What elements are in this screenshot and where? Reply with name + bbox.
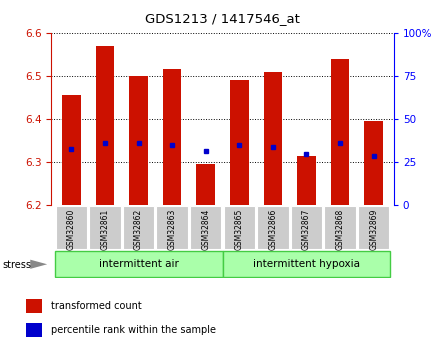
Bar [26, 323, 42, 337]
Text: GSM32866: GSM32866 [268, 208, 277, 250]
Text: GSM32860: GSM32860 [67, 208, 76, 250]
FancyBboxPatch shape [89, 206, 121, 249]
Text: transformed count: transformed count [51, 301, 142, 311]
FancyBboxPatch shape [190, 206, 222, 249]
Text: intermittent hypoxia: intermittent hypoxia [253, 259, 360, 269]
Text: GSM32867: GSM32867 [302, 208, 311, 250]
Text: GSM32863: GSM32863 [168, 208, 177, 250]
Bar [129, 76, 148, 205]
Text: GSM32865: GSM32865 [235, 208, 244, 250]
Bar [196, 164, 215, 205]
Text: GSM32864: GSM32864 [201, 208, 210, 250]
Polygon shape [30, 260, 47, 269]
Text: stress: stress [2, 260, 31, 270]
Bar [96, 46, 114, 205]
FancyBboxPatch shape [324, 206, 356, 249]
FancyBboxPatch shape [56, 206, 87, 249]
Text: GDS1213 / 1417546_at: GDS1213 / 1417546_at [145, 12, 300, 25]
Bar [62, 95, 81, 205]
Bar [163, 69, 182, 205]
FancyBboxPatch shape [222, 251, 390, 277]
Text: intermittent air: intermittent air [99, 259, 178, 269]
FancyBboxPatch shape [55, 251, 222, 277]
Text: GSM32862: GSM32862 [134, 208, 143, 250]
Bar [230, 80, 249, 205]
Text: GSM32868: GSM32868 [336, 208, 344, 250]
FancyBboxPatch shape [358, 206, 389, 249]
Bar [26, 299, 42, 313]
Text: GSM32869: GSM32869 [369, 208, 378, 250]
Bar [263, 72, 282, 205]
Bar [364, 121, 383, 205]
Bar [331, 59, 349, 205]
FancyBboxPatch shape [291, 206, 322, 249]
Text: percentile rank within the sample: percentile rank within the sample [51, 325, 216, 335]
Bar [297, 156, 316, 205]
FancyBboxPatch shape [257, 206, 289, 249]
FancyBboxPatch shape [123, 206, 154, 249]
Text: GSM32861: GSM32861 [101, 208, 109, 250]
FancyBboxPatch shape [223, 206, 255, 249]
FancyBboxPatch shape [156, 206, 188, 249]
